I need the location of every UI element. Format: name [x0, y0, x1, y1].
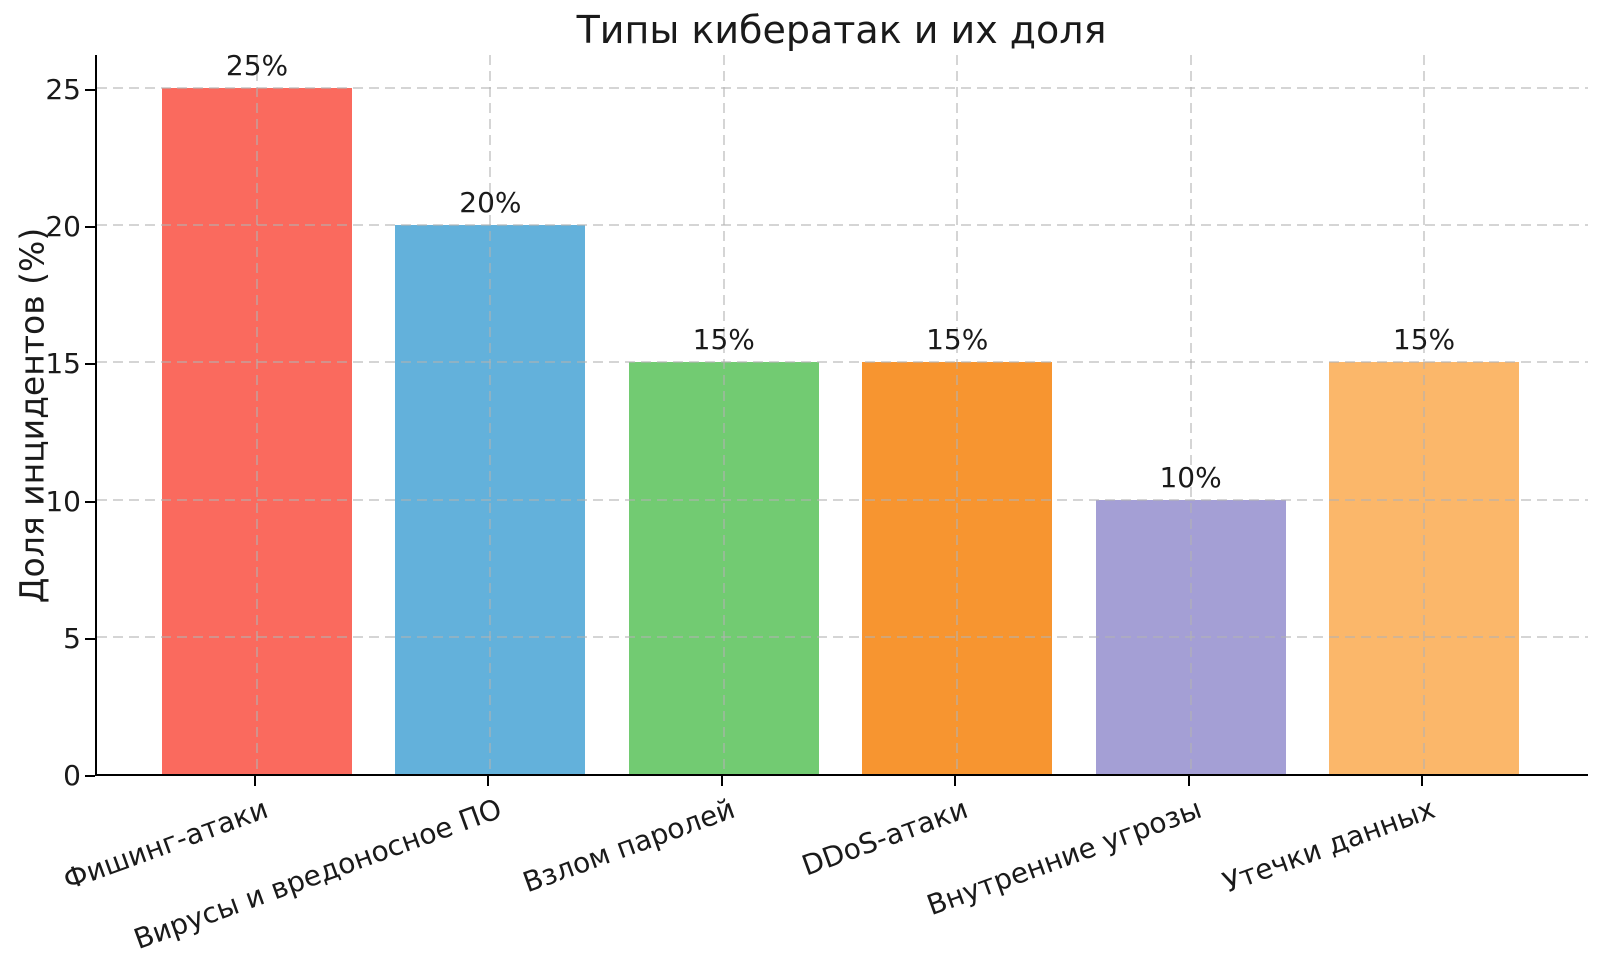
- bar-2: [395, 225, 586, 774]
- bar-3: [628, 362, 819, 774]
- y-tick-label: 5: [63, 621, 81, 655]
- y-tick-label: 25: [45, 73, 81, 106]
- x-tick-mark: [1421, 776, 1423, 786]
- bar-value-label: 15%: [1392, 323, 1456, 357]
- bar-6: [1329, 362, 1519, 774]
- x-tick-mark: [1187, 776, 1190, 786]
- plot-area: 25% 20% 15% 15% 10% 15%: [95, 49, 1588, 776]
- bar-1: [162, 88, 352, 774]
- y-tick-mark: [85, 500, 95, 503]
- y-tick-label: 15: [45, 347, 81, 381]
- y-tick-label: 0: [63, 759, 81, 792]
- bar-5: [1095, 499, 1286, 774]
- y-tick-mark: [85, 226, 95, 229]
- bar-value-label: 15%: [926, 323, 989, 357]
- bar-4: [862, 362, 1053, 774]
- x-tick-mark: [720, 776, 723, 786]
- y-tick-label: 20: [45, 210, 81, 244]
- y-tick-mark: [85, 637, 95, 640]
- bar-value-label: 25%: [225, 49, 289, 82]
- bar-value-label: 10%: [1159, 460, 1222, 494]
- y-axis-label: Доля инцидентов (%): [12, 227, 52, 604]
- x-tick-label: Утечки данных: [1218, 792, 1440, 900]
- x-tick-label: Вирусы и вредоносное ПО: [129, 792, 506, 954]
- x-tick-mark: [254, 776, 256, 786]
- bar-value-label: 15%: [692, 323, 755, 357]
- y-tick-label: 10: [45, 484, 81, 518]
- y-tick-mark: [85, 775, 95, 777]
- x-tick-label: DDoS-атаки: [797, 792, 973, 883]
- y-axis-label-container: Доля инцидентов (%): [10, 55, 54, 776]
- bar-value-label: 20%: [459, 186, 522, 220]
- y-tick-mark: [85, 89, 95, 91]
- x-tick-label: Взлом паролей: [518, 792, 740, 900]
- x-tick-mark: [487, 776, 490, 786]
- x-tick-label: Фишинг-атаки: [58, 792, 273, 897]
- y-tick-mark: [85, 363, 95, 366]
- chart-title: Типы кибератак и их доля: [576, 8, 1107, 52]
- x-tick-mark: [954, 776, 957, 786]
